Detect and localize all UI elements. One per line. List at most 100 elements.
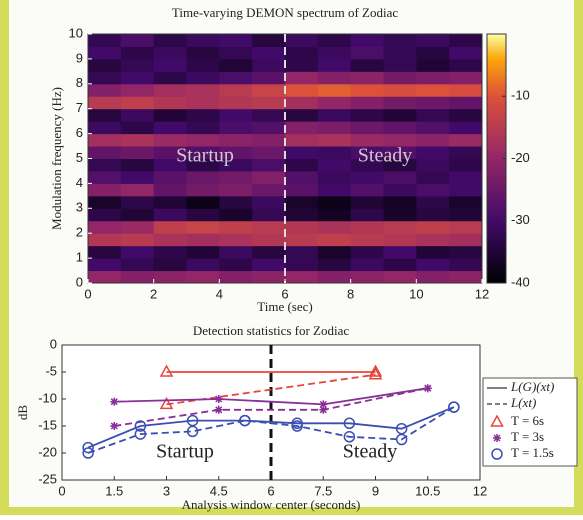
heat-cell <box>88 133 122 147</box>
heat-cell <box>186 158 220 172</box>
x-tick-label: 9 <box>372 483 379 498</box>
heat-cell <box>317 220 352 234</box>
heat-cell <box>317 158 352 172</box>
heat-cell <box>186 34 220 47</box>
heat-cell <box>88 108 122 122</box>
heat-cell <box>449 121 483 135</box>
heat-cell <box>317 270 352 284</box>
x-tick-label: 4 <box>216 286 223 301</box>
heat-cell <box>153 146 187 159</box>
heat-cell <box>120 96 155 110</box>
heat-cell <box>285 195 319 209</box>
heat-cell <box>350 158 384 172</box>
heat-cell <box>416 133 450 147</box>
heat-cell <box>186 83 220 97</box>
heat-cell <box>383 245 417 259</box>
annotation: Startup <box>176 145 234 167</box>
heat-cell <box>120 71 155 85</box>
marker <box>319 400 328 409</box>
heat-cell <box>383 58 417 72</box>
legend-marker <box>490 414 504 427</box>
heat-cell <box>120 133 155 147</box>
heat-cell <box>416 220 450 234</box>
heat-cell <box>186 58 220 72</box>
heat-cell <box>416 46 450 60</box>
heat-cell <box>285 170 319 184</box>
heat-cell <box>317 46 352 60</box>
y-tick-label: -20 <box>38 444 57 459</box>
heat-cell <box>252 258 286 272</box>
heat-cell <box>88 58 122 72</box>
heat-cell <box>219 233 253 247</box>
heat-cell <box>383 121 417 135</box>
heat-cell <box>416 34 450 47</box>
heat-cell <box>350 208 384 222</box>
heat-cell <box>317 121 352 135</box>
y-tick-label: 9 <box>76 50 83 65</box>
legend-label: T = 1.5s <box>511 445 554 460</box>
y-tick-label: -10 <box>38 390 57 405</box>
heat-cell <box>252 208 286 222</box>
marker <box>319 405 328 414</box>
heat-cell <box>285 208 319 222</box>
heat-cell <box>252 170 286 184</box>
heat-cell <box>350 195 384 209</box>
colorbar-tick-label: -20 <box>511 150 530 165</box>
heat-cell <box>416 270 450 284</box>
legend-label: T = 6s <box>511 413 544 428</box>
legend-marker <box>491 448 503 460</box>
heat-cell <box>285 133 319 147</box>
heat-cell <box>383 133 417 147</box>
marker <box>110 422 119 430</box>
heat-cell <box>285 233 319 247</box>
heat-cell <box>449 195 483 209</box>
heat-cell <box>219 183 253 197</box>
heat-cell <box>153 121 187 135</box>
heat-cell <box>186 220 220 234</box>
colorbar-tick-label: -10 <box>511 88 530 103</box>
heat-cell <box>153 208 187 222</box>
heat-cell <box>317 58 352 72</box>
heat-cell <box>153 46 187 60</box>
heat-cell <box>350 258 384 272</box>
x-tick-label: 10.5 <box>415 483 440 498</box>
heat-cell <box>219 108 253 122</box>
heat-cell <box>449 270 483 284</box>
heat-cell <box>383 34 417 47</box>
legend-label: L(xt) <box>510 395 536 410</box>
heat-cell <box>350 46 384 60</box>
heat-cell <box>252 121 286 135</box>
heat-cell <box>285 158 319 172</box>
heat-cell <box>350 245 384 259</box>
heat-cell <box>88 146 122 159</box>
marker <box>186 425 199 438</box>
heat-cell <box>383 220 417 234</box>
heat-cell <box>416 146 450 159</box>
heat-cell <box>153 96 187 110</box>
legend <box>482 377 578 467</box>
marker <box>423 384 432 393</box>
heat-cell <box>383 170 417 184</box>
heat-cell <box>383 258 417 272</box>
heat-cell <box>88 46 122 60</box>
heat-cell <box>120 58 155 72</box>
heat-cell <box>153 270 187 284</box>
heat-cell <box>88 34 122 47</box>
heat-cell <box>416 233 450 247</box>
heat-cell <box>252 270 286 284</box>
y-tick-label: 4 <box>76 175 83 190</box>
heat-cell <box>153 34 187 47</box>
x-tick-label: 1.5 <box>105 483 123 498</box>
heat-cell <box>186 270 220 284</box>
heat-cell <box>383 270 417 284</box>
heat-cell <box>219 258 253 272</box>
heat-cell <box>186 133 220 147</box>
heat-cell <box>153 170 187 184</box>
y-tick-label: 8 <box>76 75 83 90</box>
heat-cell <box>186 170 220 184</box>
heat-cell <box>252 96 286 110</box>
x-tick-label: 8 <box>347 286 354 301</box>
y-tick-label: -5 <box>45 363 57 378</box>
y-tick-label: 10 <box>69 25 83 40</box>
heat-cell <box>285 121 319 135</box>
